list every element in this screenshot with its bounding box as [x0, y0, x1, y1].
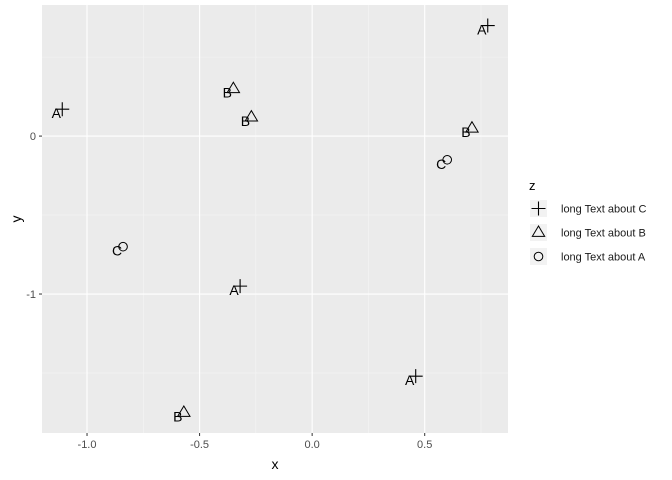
plus-marker: [408, 369, 423, 384]
x-tick-label: 0.5: [417, 439, 432, 451]
x-axis: -1.0 -0.5 0.0 0.5: [78, 433, 432, 451]
point-text-label: B: [241, 113, 250, 129]
triangle-marker: [244, 109, 259, 122]
triangle-marker: [226, 81, 241, 94]
point-text-label: A: [477, 22, 487, 38]
legend-circle-marker: [533, 251, 544, 262]
y-tick-label: -1: [26, 289, 36, 301]
plot-panel: [42, 5, 508, 433]
point-text-label: B: [173, 408, 182, 424]
minor-gridlines: [42, 5, 508, 433]
point-text-label: A: [52, 105, 62, 121]
legend-entry-label: long Text about B: [561, 228, 646, 240]
plus-marker: [233, 279, 248, 294]
legend-key-background: [530, 248, 547, 265]
legend-triangle-marker: [531, 225, 546, 237]
x-axis-title: x: [272, 456, 279, 472]
legend: z long Text about C long Text about B long…: [529, 178, 646, 265]
x-tick-label: 0.0: [304, 439, 319, 451]
triangle-marker: [464, 120, 480, 133]
plus-marker: [480, 18, 495, 33]
point-text-label: C: [436, 156, 446, 172]
plus-marker: [55, 102, 70, 117]
circle-marker: [442, 154, 453, 165]
x-tick-label: -0.5: [190, 439, 209, 451]
circle-marker: [118, 241, 128, 252]
y-tick-label: 0: [30, 131, 36, 143]
legend-entry-label: long Text about A: [561, 252, 646, 264]
point-text-label: B: [461, 124, 470, 140]
x-tick-label: -1.0: [78, 439, 97, 451]
triangle-marker: [176, 404, 191, 417]
legend-plus-marker: [531, 201, 546, 216]
legend-title: z: [529, 178, 536, 193]
point-text-label: A: [229, 282, 239, 298]
major-gridlines: [42, 5, 508, 433]
point-text-label: C: [112, 243, 122, 259]
y-axis-title: y: [8, 216, 24, 223]
point-text-label: B: [223, 85, 232, 101]
legend-entry-label: long Text about C: [561, 204, 646, 216]
point-text-label: A: [405, 372, 415, 388]
y-axis: -1 0: [26, 131, 42, 301]
